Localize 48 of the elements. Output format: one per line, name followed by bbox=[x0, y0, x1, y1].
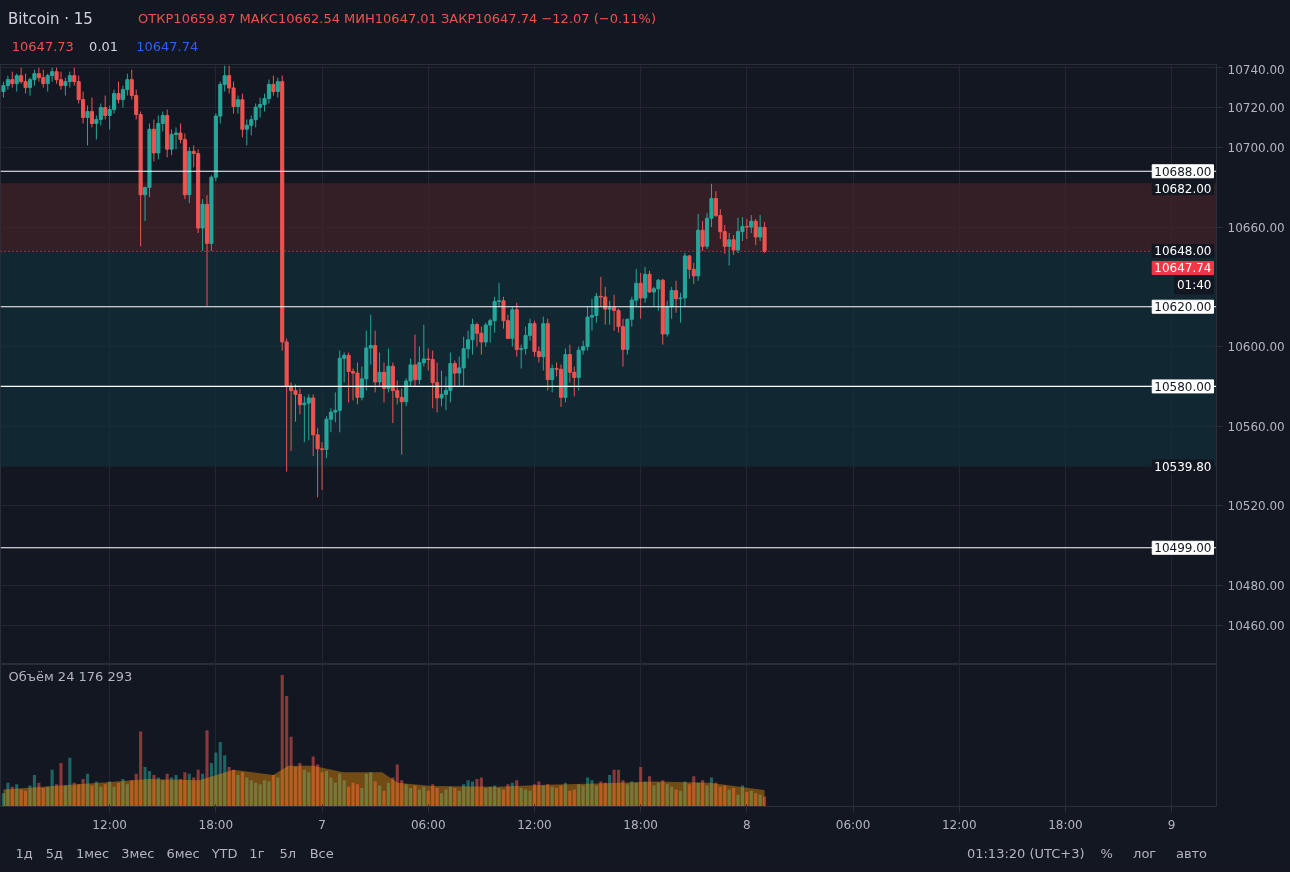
text: 6мес bbox=[166, 846, 200, 861]
y-tick-label: 10740.00 bbox=[1227, 62, 1285, 77]
text: % bbox=[1100, 846, 1113, 861]
x-tick-label: 18:00 bbox=[198, 817, 234, 832]
text: 5л bbox=[279, 846, 297, 861]
x-tick-label: 12:00 bbox=[941, 817, 977, 832]
y-tick-label: 10560.00 bbox=[1227, 419, 1285, 434]
annotation: 10682.00 bbox=[1154, 181, 1212, 196]
ref-line-label: 10688.00 bbox=[1154, 164, 1212, 179]
chart-title: Объём 24 176 293 bbox=[8, 668, 133, 684]
y-tick-label: 10600.00 bbox=[1227, 340, 1285, 355]
ref-line-label: 10499.00 bbox=[1154, 541, 1212, 556]
x-tick-label: 12:00 bbox=[92, 817, 127, 832]
text: YTD bbox=[210, 846, 238, 861]
x-tick-label: 9 bbox=[1167, 817, 1176, 832]
y-tick-label: 10660.00 bbox=[1227, 220, 1285, 235]
y-tick-label: 10700.00 bbox=[1227, 140, 1285, 155]
chart-title: Bitcoin · 15 bbox=[8, 9, 93, 28]
text: 10647.74 bbox=[136, 39, 199, 54]
text: 1д bbox=[15, 846, 33, 861]
text: 1г bbox=[249, 846, 265, 861]
x-tick-label: 06:00 bbox=[410, 817, 446, 832]
chart-subtitle: ОТКР10659.87 МАКС10662.54 МИН10647.01 ЗАКР10647.74 −12.07 (−0.11%) bbox=[138, 11, 657, 26]
text: авто bbox=[1175, 846, 1208, 861]
annotation: 10539.80 bbox=[1154, 459, 1212, 474]
text: 3мес bbox=[121, 846, 155, 861]
y-tick-label: 10720.00 bbox=[1227, 101, 1285, 116]
x-tick-label: 06:00 bbox=[835, 817, 871, 832]
annotation: 01:40 bbox=[1176, 277, 1212, 292]
x-tick-label: 18:00 bbox=[1048, 817, 1083, 832]
x-tick-label: 18:00 bbox=[623, 817, 658, 832]
text: лог bbox=[1133, 846, 1157, 861]
text: Все bbox=[309, 846, 334, 861]
text: 1мес bbox=[75, 846, 110, 861]
text: 10647.73 bbox=[11, 39, 74, 54]
y-tick-label: 10520.00 bbox=[1227, 499, 1285, 514]
x-tick-label: 7 bbox=[318, 817, 326, 832]
ref-line-label: 10620.00 bbox=[1154, 300, 1212, 315]
text: 5д bbox=[45, 846, 64, 861]
x-tick-label: 8 bbox=[743, 817, 751, 832]
ref-line-label: 10647.74 bbox=[1154, 261, 1212, 276]
y-tick-label: 10460.00 bbox=[1227, 618, 1285, 633]
annotation: 10648.00 bbox=[1154, 244, 1212, 259]
x-tick-label: 12:00 bbox=[517, 817, 552, 832]
ref-line-label: 10580.00 bbox=[1154, 379, 1212, 394]
text: 0.01 bbox=[89, 39, 119, 54]
y-tick-label: 10480.00 bbox=[1227, 579, 1285, 594]
text: 01:13:20 (UTC+3) bbox=[966, 846, 1085, 861]
